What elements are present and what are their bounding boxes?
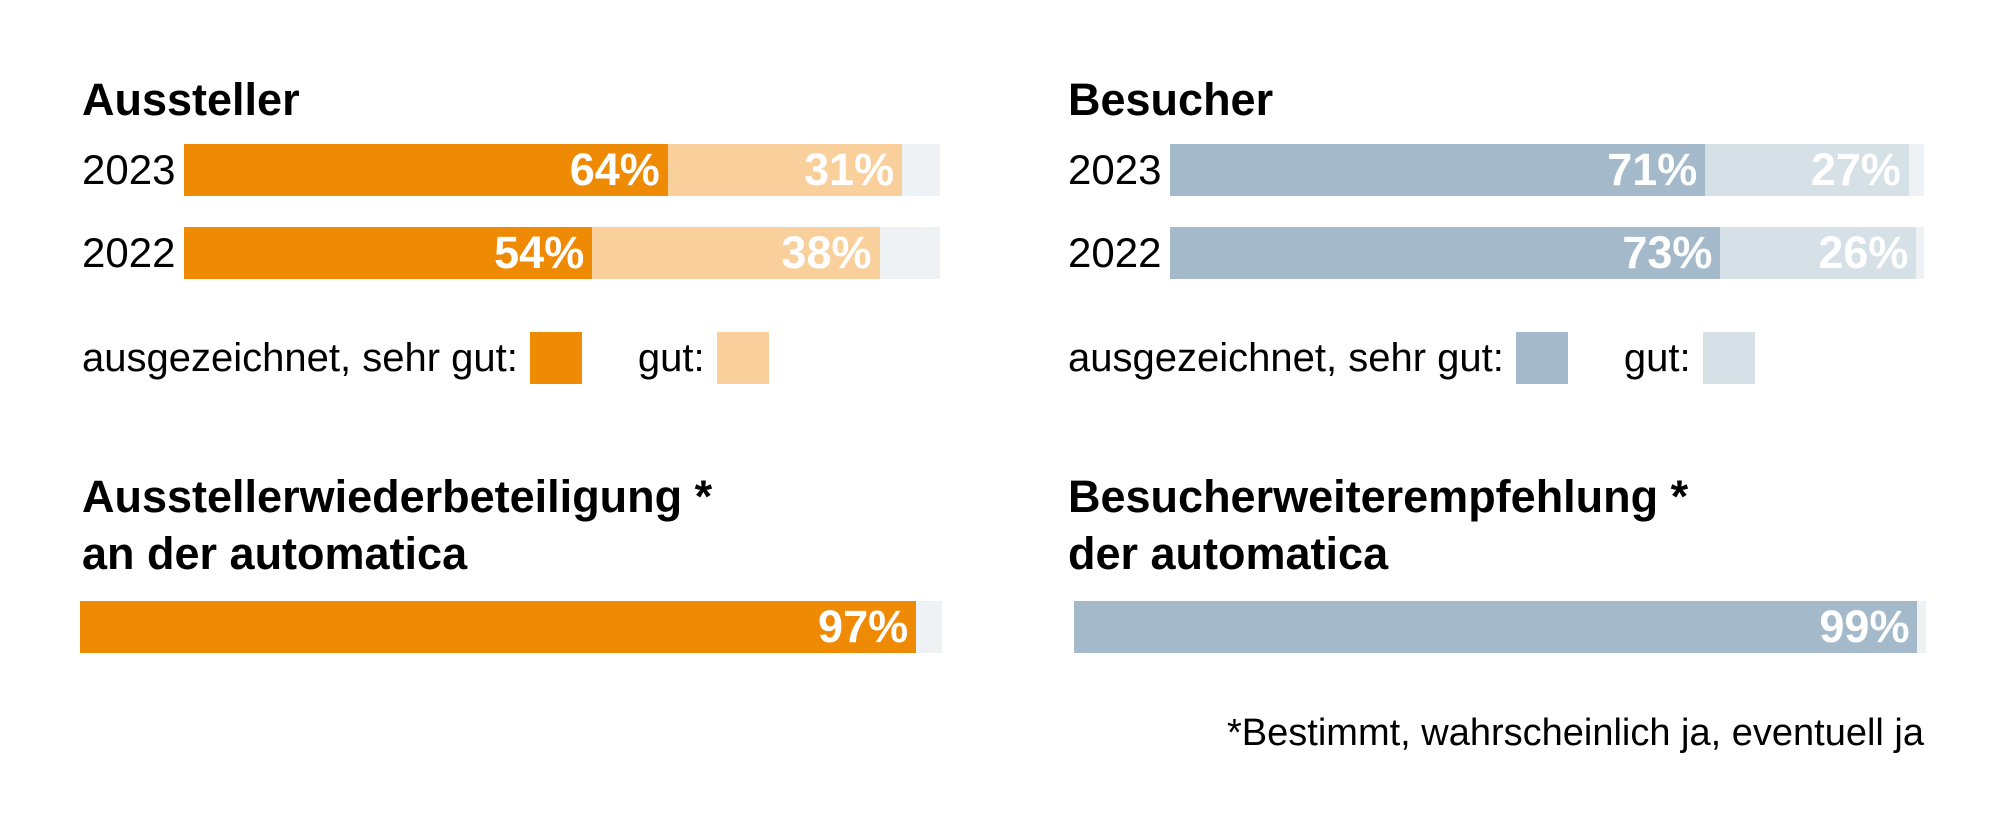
aussteller-year-2023: 2023 [82, 146, 176, 193]
besucher-bar-2022: 73% 26% [1170, 227, 1924, 279]
wiederbeteiligung-bar: 97% [80, 601, 942, 653]
aussteller-2023-gut-label: 31% [804, 144, 895, 195]
weiterempfehlung-bar: 99% [1074, 601, 1926, 653]
weiterempfehlung-title-line-1: Besucherweiterempfehlung * [1068, 471, 1689, 522]
besucher-legend-primary-label: ausgezeichnet, sehr gut: [1068, 336, 1504, 380]
besucher-legend: ausgezeichnet, sehr gut: gut: [1068, 332, 1755, 384]
aussteller-year-2022: 2022 [82, 229, 176, 276]
weiterempfehlung-title: Besucherweiterempfehlung * der automatic… [1068, 468, 1688, 582]
aussteller-legend-secondary-swatch [716, 332, 769, 384]
aussteller-2022-sehr-gut-label: 54% [494, 227, 585, 278]
weiterempfehlung-title-line-2: der automatica [1068, 528, 1389, 579]
aussteller-legend-secondary-label: gut: [637, 336, 705, 380]
aussteller-2023-sehr-gut-bar: 64% [184, 144, 668, 196]
besucher-legend-primary-swatch [1515, 332, 1568, 384]
footnote: *Bestimmt, wahrscheinlich ja, eventuell … [1227, 712, 1924, 754]
aussteller-2022-sehr-gut-bar: 54% [184, 227, 593, 279]
besucher-2022-sehr-gut-label: 73% [1622, 227, 1713, 278]
aussteller-bar-2022: 54% 38% [184, 227, 940, 279]
besucher-title: Besucher [1068, 74, 1274, 125]
aussteller-bar-2023: 64% 31% [184, 144, 940, 196]
besucher-2023-gut-label: 27% [1810, 144, 1901, 195]
weiterempfehlung-value-label: 99% [1819, 601, 1910, 652]
wiederbeteiligung-value-bar: 97% [80, 601, 917, 653]
aussteller-title: Aussteller [82, 74, 300, 125]
aussteller-legend: ausgezeichnet, sehr gut: gut: [82, 332, 769, 384]
aussteller-2022-gut-label: 38% [781, 227, 872, 278]
wiederbeteiligung-title-line-1: Ausstellerwiederbeteiligung * [82, 471, 713, 522]
wiederbeteiligung-value-label: 97% [818, 601, 909, 652]
weiterempfehlung-value-bar: 99% [1074, 601, 1918, 653]
wiederbeteiligung-title-line-2: an der automatica [82, 528, 468, 579]
besucher-legend-secondary-label: gut: [1623, 336, 1691, 380]
besucher-2023-sehr-gut-bar: 71% [1170, 144, 1706, 196]
besucher-year-2023: 2023 [1068, 146, 1162, 193]
aussteller-2022-gut-bar: 38% [592, 227, 880, 279]
besucher-2023-gut-bar: 27% [1705, 144, 1909, 196]
besucher-bar-2023: 71% 27% [1170, 144, 1924, 196]
besucher-2022-gut-label: 26% [1818, 227, 1909, 278]
besucher-2023-sehr-gut-label: 71% [1607, 144, 1698, 195]
aussteller-2023-gut-bar: 31% [667, 144, 903, 196]
besucher-year-2022: 2022 [1068, 229, 1162, 276]
aussteller-legend-primary-swatch [529, 332, 582, 384]
aussteller-legend-primary-label: ausgezeichnet, sehr gut: [82, 336, 518, 380]
wiederbeteiligung-title: Ausstellerwiederbeteiligung * an der aut… [82, 468, 712, 582]
besucher-2022-gut-bar: 26% [1720, 227, 1917, 279]
besucher-legend-secondary-swatch [1702, 332, 1755, 384]
besucher-2022-sehr-gut-bar: 73% [1170, 227, 1721, 279]
aussteller-2023-sehr-gut-label: 64% [569, 144, 660, 195]
